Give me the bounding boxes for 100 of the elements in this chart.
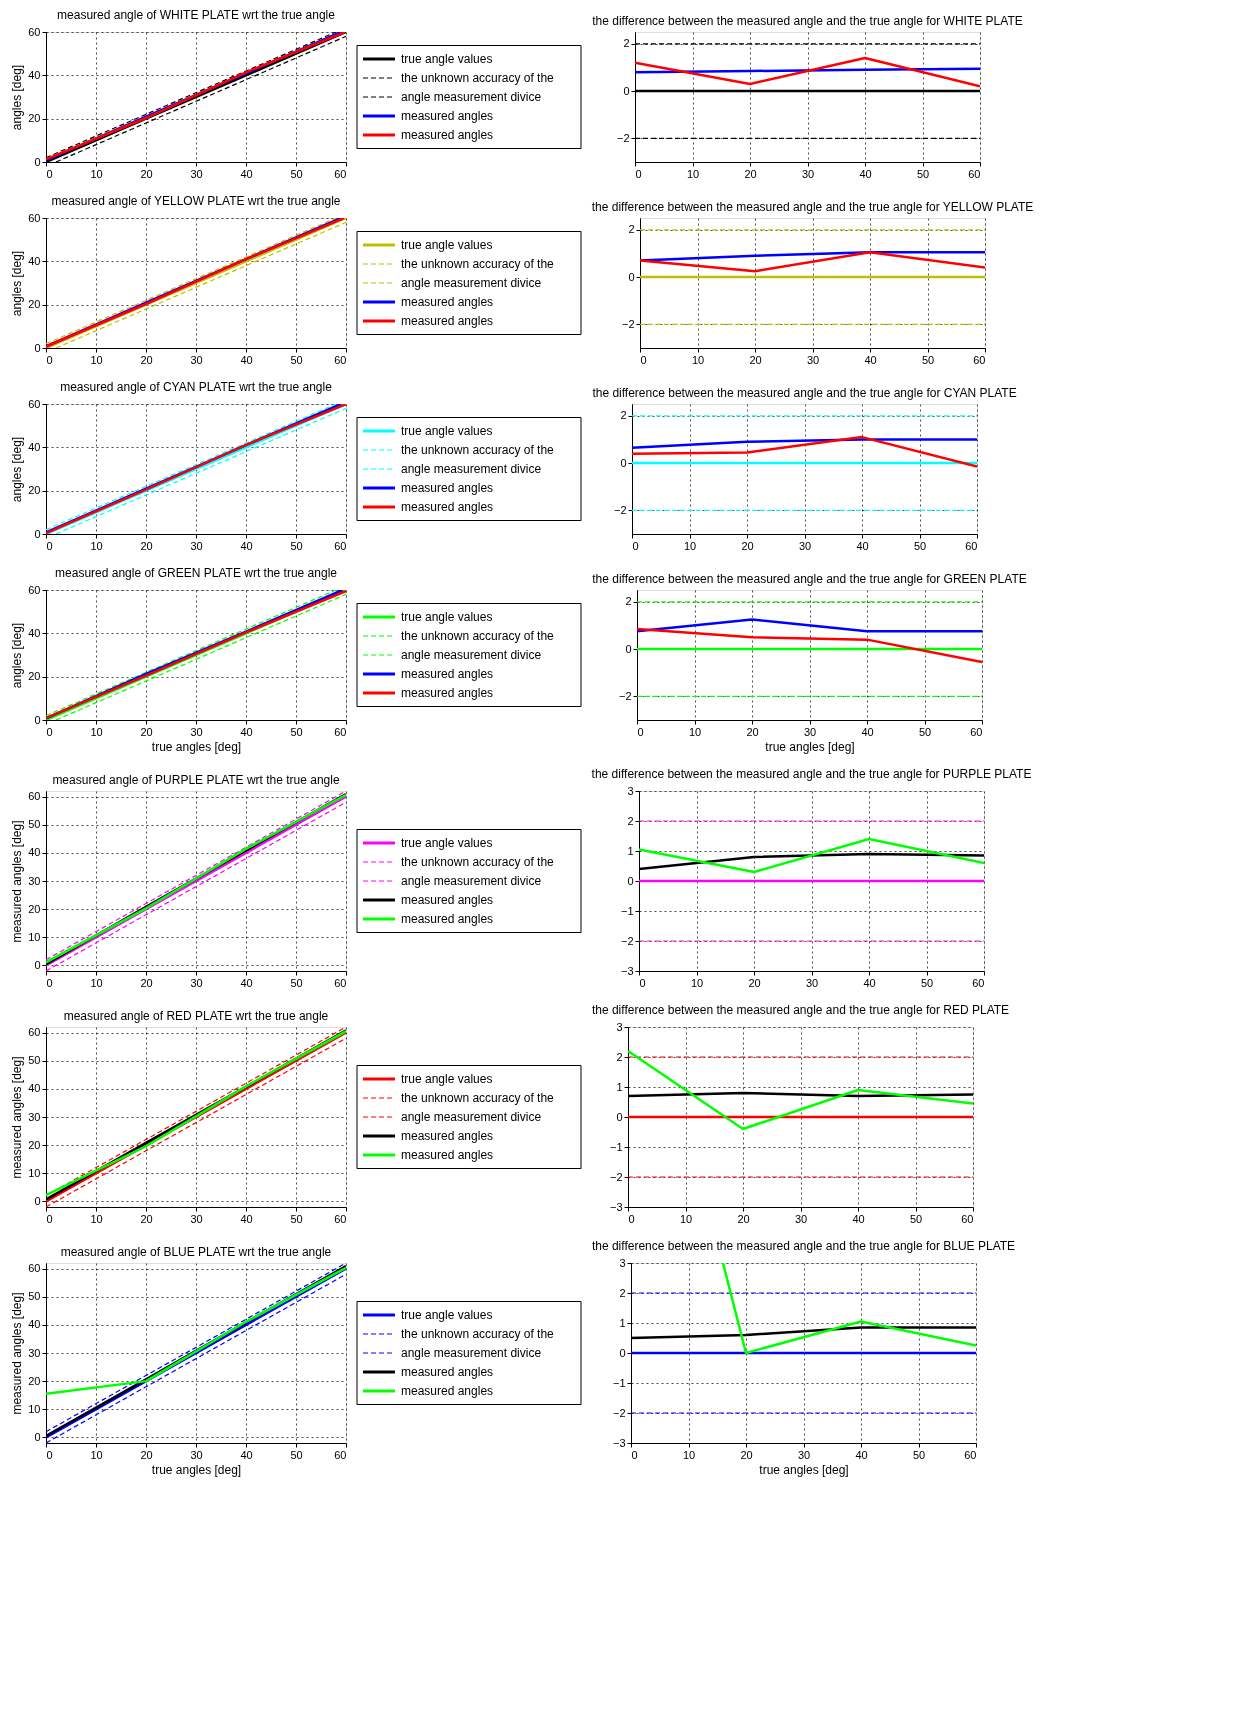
chart-title: measured angle of WHITE PLATE wrt the true angle	[57, 8, 336, 22]
legend-label: true angle values	[401, 52, 493, 66]
legend-label: measured angles	[401, 1129, 494, 1143]
x-tick-label: 0	[46, 976, 53, 989]
y-tick-label: 0	[623, 84, 630, 97]
x-tick-label: 0	[46, 1212, 53, 1225]
y-tick-label: −2	[612, 1406, 626, 1419]
x-tick-label: 0	[637, 725, 644, 738]
x-tick-label: 0	[639, 976, 646, 989]
legend-label: angle measurement divice	[401, 648, 542, 662]
x-tick-label: 50	[290, 725, 303, 738]
y-tick-label: 40	[28, 254, 41, 267]
x-tick-label: 60	[334, 1212, 347, 1225]
x-tick-label: 60	[334, 539, 347, 552]
x-tick-label: 20	[140, 539, 153, 552]
chart-title: measured angle of PURPLE PLATE wrt the true angle	[52, 772, 340, 787]
x-tick-label: 10	[90, 1448, 103, 1461]
x-tick-label: 30	[190, 1448, 203, 1461]
y-tick-label: 0	[34, 958, 41, 971]
x-tick-label: 60	[334, 353, 347, 366]
y-tick-label: −1	[609, 1140, 623, 1153]
y-tick-label: 10	[28, 1166, 41, 1179]
x-tick-label: 60	[964, 1448, 977, 1461]
y-tick-label: 20	[28, 298, 41, 311]
x-tick-label: 40	[855, 1448, 868, 1461]
x-axis-title: true angles [deg]	[151, 739, 242, 754]
y-tick-label: −2	[618, 689, 632, 702]
y-tick-label: 1	[619, 1316, 626, 1329]
y-tick-label: 0	[34, 1430, 41, 1443]
y-tick-label: 2	[625, 595, 632, 608]
x-tick-label: 50	[290, 976, 303, 989]
y-axis-title: measured angles [deg]	[10, 1056, 25, 1179]
x-tick-label: 40	[240, 1212, 253, 1225]
y-tick-label: −1	[612, 1376, 626, 1389]
y-tick-label: 0	[34, 713, 41, 726]
x-tick-label: 60	[965, 539, 978, 552]
legend-label: measured angles	[401, 109, 494, 123]
y-tick-label: 0	[628, 270, 635, 283]
x-tick-label: 40	[240, 976, 253, 989]
legend-label: true angle values	[401, 238, 493, 252]
chart-title: the difference between the measured angle and the true angle for BLUE PLATE	[591, 1239, 1016, 1253]
x-tick-label: 60	[334, 976, 347, 989]
y-tick-label: 1	[627, 844, 634, 857]
legend-label: the unknown accuracy of the	[401, 855, 555, 869]
x-tick-label: 60	[973, 353, 986, 366]
y-tick-label: −2	[609, 1170, 623, 1183]
chart-title: the difference between the measured angle and the true angle for WHITE PLATE	[592, 14, 1023, 28]
y-tick-label: 20	[28, 484, 41, 497]
x-tick-label: 10	[688, 725, 702, 738]
y-tick-label: 0	[34, 1194, 41, 1207]
x-tick-label: 40	[240, 539, 253, 552]
x-tick-label: 50	[916, 167, 930, 180]
x-tick-label: 50	[909, 1212, 923, 1225]
x-tick-label: 30	[190, 976, 203, 989]
x-tick-label: 20	[140, 976, 153, 989]
y-tick-label: −2	[616, 131, 630, 144]
x-tick-label: 60	[334, 167, 347, 180]
chart-title: measured angle of RED PLATE wrt the true angle	[63, 1008, 329, 1023]
y-axis-title: angles [deg]	[10, 622, 25, 689]
y-tick-label: 10	[28, 930, 41, 943]
x-tick-label: 40	[861, 725, 874, 738]
legend-label: true angle values	[401, 1308, 493, 1322]
y-tick-label: 1	[616, 1080, 623, 1093]
y-tick-label: 0	[34, 155, 41, 168]
x-tick-label: 30	[803, 725, 817, 738]
legend-label: angle measurement divice	[401, 276, 542, 290]
legend-label: true angle values	[401, 836, 493, 850]
x-axis-title: true angles [deg]	[765, 739, 855, 754]
y-tick-label: 20	[28, 112, 41, 125]
y-tick-label: 50	[28, 1290, 41, 1303]
legend-label: the unknown accuracy of the	[401, 443, 555, 457]
y-tick-label: −3	[620, 964, 634, 977]
x-tick-label: 0	[46, 167, 53, 180]
legend-label: angle measurement divice	[401, 90, 542, 104]
x-tick-label: 10	[90, 167, 103, 180]
legend-label: measured angles	[401, 500, 494, 514]
chart-title: the difference between the measured angle and the true angle for YELLOW PLATE	[591, 200, 1034, 214]
y-tick-label: 40	[28, 1318, 41, 1331]
y-axis-title: measured angles [deg]	[10, 1292, 25, 1415]
y-tick-label: 0	[627, 874, 634, 887]
x-tick-label: 40	[863, 976, 876, 989]
legend-label: measured angles	[401, 667, 494, 681]
legend-label: measured angles	[401, 912, 494, 926]
x-tick-label: 10	[90, 976, 103, 989]
chart-title: measured angle of CYAN PLATE wrt the true angle	[60, 380, 333, 394]
y-tick-label: 2	[628, 223, 635, 236]
legend-label: measured angles	[401, 1384, 494, 1398]
x-tick-label: 50	[290, 353, 303, 366]
x-tick-label: 30	[190, 167, 203, 180]
legend-label: measured angles	[401, 1365, 494, 1379]
legend-label: measured angles	[401, 481, 494, 495]
x-tick-label: 30	[190, 539, 203, 552]
x-tick-label: 0	[46, 539, 53, 552]
y-tick-label: 3	[619, 1256, 626, 1269]
x-tick-label: 60	[334, 725, 347, 738]
legend-label: angle measurement divice	[401, 462, 542, 476]
legend-label: the unknown accuracy of the	[401, 257, 555, 271]
y-tick-label: 20	[28, 902, 41, 915]
x-tick-label: 30	[794, 1212, 808, 1225]
x-tick-label: 10	[90, 539, 103, 552]
